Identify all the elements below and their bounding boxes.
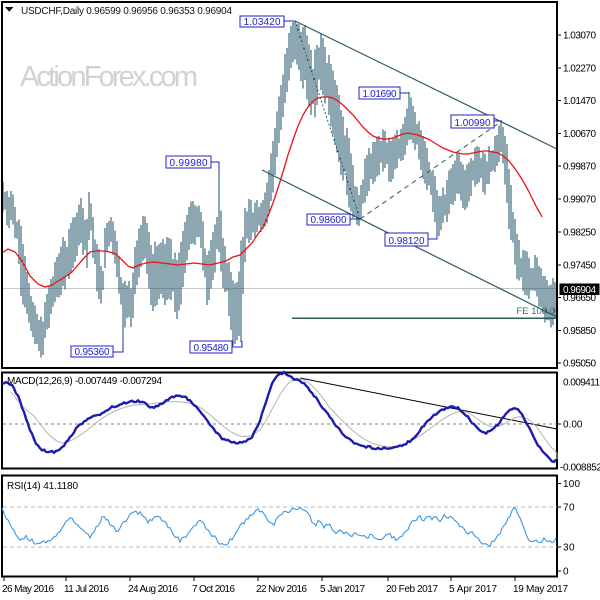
svg-text:1.03420: 1.03420 [244,17,281,28]
svg-text:0.95360: 0.95360 [75,347,110,358]
svg-text:0.95480: 0.95480 [194,343,229,354]
svg-text:0.96650: 0.96650 [563,293,596,304]
svg-text:0.99070: 0.99070 [563,195,596,206]
svg-text:11 Jul 2016: 11 Jul 2016 [64,584,109,595]
svg-text:7 Oct 2016: 7 Oct 2016 [192,584,235,595]
svg-text:1.01470: 1.01470 [563,96,596,107]
svg-text:-0.008852: -0.008852 [560,463,600,474]
svg-text:100: 100 [563,479,580,490]
svg-text:1.00990: 1.00990 [455,118,491,129]
svg-text:1.00670: 1.00670 [563,129,596,140]
svg-text:MACD(12,26,9) -0.007449 -0.007: MACD(12,26,9) -0.007449 -0.007294 [7,376,162,387]
svg-text:19 May 2017: 19 May 2017 [513,584,568,595]
svg-text:0.009411: 0.009411 [563,378,600,389]
svg-text:0.98250: 0.98250 [563,228,596,239]
svg-text:5 Apr 2017: 5 Apr 2017 [449,584,497,595]
svg-text:0.95850: 0.95850 [563,326,596,337]
svg-text:0.99980: 0.99980 [170,158,208,169]
svg-text:0.96904: 0.96904 [563,285,596,296]
svg-text:0.97450: 0.97450 [563,260,596,271]
svg-text:0.99870: 0.99870 [563,162,596,173]
svg-text:0.95050: 0.95050 [563,359,596,370]
svg-text:FE 100.0: FE 100.0 [516,306,555,317]
svg-text:ActionForex.com: ActionForex.com [20,61,198,93]
svg-text:1.02270: 1.02270 [563,63,596,74]
svg-text:0.98600: 0.98600 [311,215,347,226]
svg-text:24 Aug 2016: 24 Aug 2016 [128,584,178,595]
svg-text:0: 0 [563,567,569,578]
svg-text:0.00: 0.00 [563,420,583,431]
svg-text:1.03070: 1.03070 [563,31,596,42]
svg-text:0.98120: 0.98120 [389,236,425,247]
svg-text:USDCHF,Daily 0.96599 0.96956: USDCHF,Daily 0.96599 0.96956 0.96353 0.9… [21,6,232,17]
svg-text:1.01690: 1.01690 [363,89,397,100]
svg-text:22 Nov 2016: 22 Nov 2016 [256,584,307,595]
svg-text:RSI(14) 41.1180: RSI(14) 41.1180 [7,481,78,492]
svg-text:30: 30 [563,543,575,554]
svg-text:70: 70 [563,503,575,514]
svg-text:20 Feb 2017: 20 Feb 2017 [386,584,438,595]
svg-text:26 May 2016: 26 May 2016 [2,584,54,595]
svg-text:5 Jan 2017: 5 Jan 2017 [320,584,365,595]
